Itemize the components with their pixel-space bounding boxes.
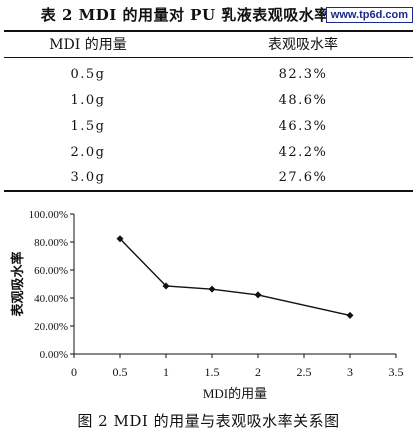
data-point-marker — [162, 282, 170, 290]
data-point-marker — [208, 285, 216, 293]
cell-water-absorption: 42.2% — [278, 145, 328, 160]
table-row: 1.5g 46.3% — [0, 114, 417, 140]
cell-mdi-amount: 1.5g — [70, 119, 106, 134]
y-tick-label: 60.00% — [34, 265, 68, 277]
header-mdi-amount: MDI 的用量 — [49, 37, 127, 53]
cell-mdi-amount: 2.0g — [70, 145, 106, 160]
y-tick-label: 40.00% — [34, 293, 68, 305]
series-line — [119, 238, 351, 317]
cell-mdi-amount: 1.0g — [70, 93, 106, 108]
table-row: 0.5g 82.3% — [0, 62, 417, 88]
cell-water-absorption: 82.3% — [278, 67, 328, 82]
water-absorption-chart: 0.00% 20.00% 40.00% 60.00% 80.00% 100.00% 0 0.5… — [10, 209, 404, 401]
table-top-rule — [4, 30, 413, 32]
table-row: 3.0g 27.6% — [0, 165, 417, 191]
y-axis-title: 表观吸水率 — [10, 251, 25, 317]
cell-water-absorption: 27.6% — [278, 170, 328, 185]
data-point-marker — [346, 311, 354, 319]
table-header-row: MDI 的用量 表观吸水率 — [0, 32, 417, 58]
cell-water-absorption: 46.3% — [278, 119, 328, 134]
x-tick-label: 2 — [255, 365, 261, 379]
table-header-rule — [4, 57, 413, 58]
y-tick-label: 100.00% — [29, 209, 68, 221]
table-bottom-rule — [4, 190, 413, 192]
cell-water-absorption: 48.6% — [278, 93, 328, 108]
cell-mdi-amount: 0.5g — [70, 67, 106, 82]
x-tick-label: 3.5 — [389, 365, 404, 379]
data-point-marker — [116, 235, 124, 243]
y-tick-label: 20.00% — [34, 321, 68, 333]
header-water-absorption: 表观吸水率 — [268, 37, 338, 53]
x-tick-label: 1 — [163, 365, 169, 379]
figure-caption: 图 2 MDI 的用量与表观吸水率关系图 — [77, 412, 340, 430]
y-tick-label: 80.00% — [34, 237, 68, 249]
data-point-marker — [254, 291, 262, 299]
table-row: 2.0g 42.2% — [0, 140, 417, 166]
x-tick-label: 1.5 — [205, 365, 220, 379]
x-axis-title: MDI的用量 — [203, 386, 267, 401]
watermark-logo: www.tp6d.com — [325, 7, 413, 23]
table-title: 表 2 MDI 的用量对 PU 乳液表观吸水率的关系 — [40, 6, 377, 24]
x-tick-label: 0.5 — [113, 365, 128, 379]
x-tick-label: 3 — [347, 365, 353, 379]
x-tick-label: 0 — [71, 365, 77, 379]
x-tick-label: 2.5 — [297, 365, 312, 379]
cell-mdi-amount: 3.0g — [70, 170, 106, 185]
y-tick-label: 0.00% — [40, 349, 68, 361]
table-row: 1.0g 48.6% — [0, 88, 417, 114]
